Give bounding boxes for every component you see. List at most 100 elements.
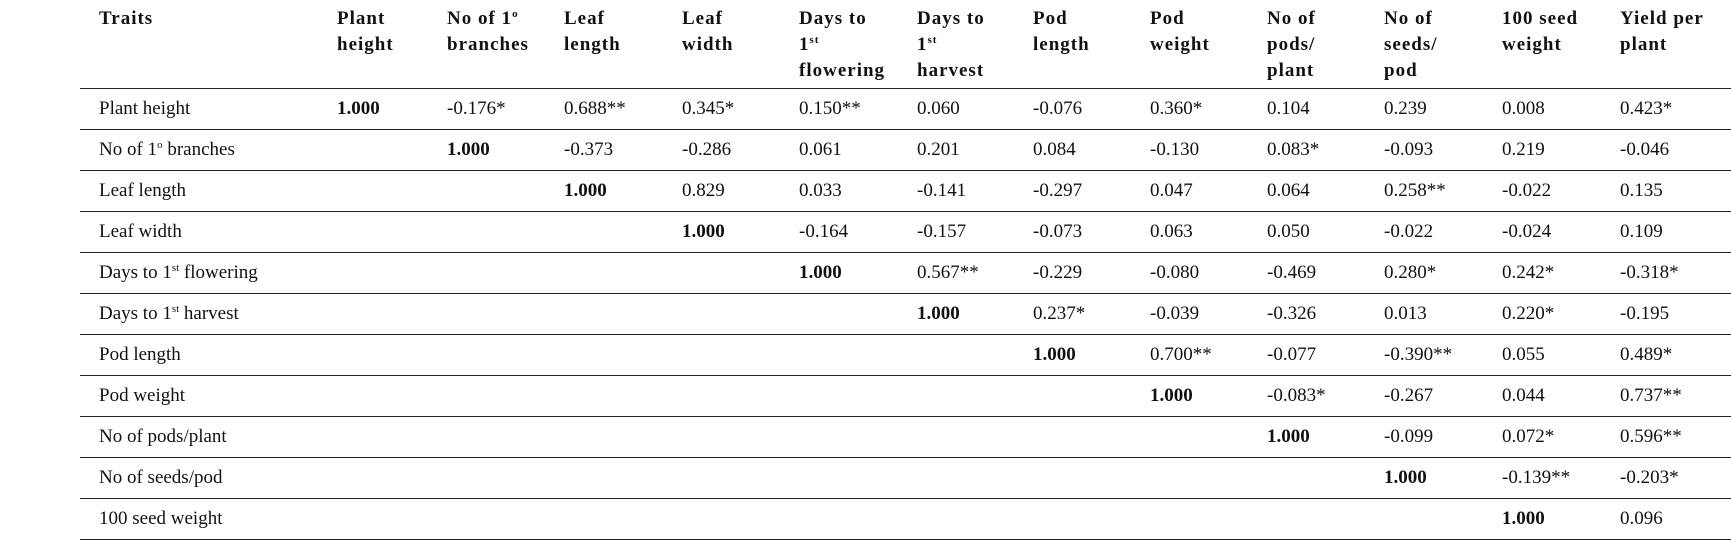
superscript: st: [171, 303, 180, 315]
table-body: Plant height 1.000 -0.176* 0.688** 0.345* 0.1…: [80, 88, 1731, 540]
cell: [337, 211, 447, 253]
table-row: Pod weight 1.000 -0.083* -0.267 0.044 0.737**: [80, 375, 1731, 417]
cell: -0.164: [799, 211, 917, 253]
cell: [447, 170, 564, 212]
cell: [564, 457, 682, 499]
cell: 0.237*: [1033, 293, 1150, 335]
column-header: Pod length: [1033, 0, 1150, 89]
cell: [337, 129, 447, 171]
text: Yield per plant: [1620, 8, 1704, 55]
cell: -0.203*: [1620, 457, 1731, 499]
superscript: st: [927, 34, 938, 46]
cell: [564, 498, 682, 540]
column-header: No of 1o branches: [447, 0, 564, 89]
cell: 1.000: [447, 129, 564, 171]
text: flowering: [179, 262, 258, 283]
cell: 0.220*: [1502, 293, 1620, 335]
row-label: No of 1o branches: [80, 129, 337, 171]
cell: [799, 457, 917, 499]
row-label: 100 seed weight: [80, 498, 337, 540]
cell: -0.297: [1033, 170, 1150, 212]
cell: [337, 293, 447, 335]
cell: [917, 375, 1033, 417]
text: Plant height: [337, 8, 394, 55]
text: Leaf width: [99, 221, 182, 242]
cell: [682, 498, 799, 540]
superscript: st: [809, 34, 820, 46]
text: flowering: [799, 60, 886, 81]
cell: 0.737**: [1620, 375, 1731, 417]
cell: [564, 293, 682, 335]
row-label: Pod length: [80, 334, 337, 376]
table-row: Leaf width 1.000 -0.164 -0.157 -0.073 0.063 0.…: [80, 211, 1731, 253]
cell: 0.258**: [1384, 170, 1502, 212]
cell: [447, 498, 564, 540]
text: No of seeds/ pod: [1384, 8, 1438, 81]
cell: [682, 334, 799, 376]
cell: 0.567**: [917, 252, 1033, 294]
cell: [1033, 416, 1150, 458]
text: Pod weight: [1150, 8, 1210, 55]
cell: [1267, 498, 1384, 540]
column-header: Yield per plant: [1620, 0, 1731, 89]
cell: 1.000: [1033, 334, 1150, 376]
cell: -0.073: [1033, 211, 1150, 253]
cell: -0.141: [917, 170, 1033, 212]
cell: 0.060: [917, 88, 1033, 130]
cell: 0.104: [1267, 88, 1384, 130]
cell: [447, 211, 564, 253]
cell: -0.080: [1150, 252, 1267, 294]
cell: [799, 334, 917, 376]
text: No of 1: [99, 139, 158, 160]
cell: [1033, 375, 1150, 417]
cell: -0.229: [1033, 252, 1150, 294]
cell: -0.157: [917, 211, 1033, 253]
cell: [447, 457, 564, 499]
cell: [447, 252, 564, 294]
cell: [682, 375, 799, 417]
correlation-table: Traits Plant height No of 1o branches Leaf …: [80, 0, 1731, 540]
column-header: Leaf length: [564, 0, 682, 89]
cell: [447, 293, 564, 335]
row-label: Days to 1st harvest: [80, 293, 337, 335]
cell: 1.000: [1267, 416, 1384, 458]
column-header: No of pods/ plant: [1267, 0, 1384, 89]
cell: [337, 170, 447, 212]
cell: -0.139**: [1502, 457, 1620, 499]
cell: -0.286: [682, 129, 799, 171]
cell: 0.072*: [1502, 416, 1620, 458]
text: Leaf width: [682, 8, 734, 55]
column-header: Traits: [80, 0, 337, 89]
cell: -0.469: [1267, 252, 1384, 294]
cell: 0.150**: [799, 88, 917, 130]
text: Leaf length: [564, 8, 621, 55]
cell: -0.195: [1620, 293, 1731, 335]
table-header: Traits Plant height No of 1o branches Leaf …: [80, 0, 1731, 89]
table-row: No of pods/plant 1.000 -0.099 0.072* 0.596**: [80, 416, 1731, 458]
cell: 0.219: [1502, 129, 1620, 171]
cell: 0.109: [1620, 211, 1731, 253]
text: Traits: [99, 8, 154, 29]
text: Leaf length: [99, 180, 187, 201]
cell: [917, 498, 1033, 540]
cell: 0.084: [1033, 129, 1150, 171]
cell: -0.077: [1267, 334, 1384, 376]
table-row: Pod length 1.000 0.700** -0.077 -0.390** 0.05…: [80, 334, 1731, 376]
text: No of 1: [447, 8, 513, 29]
cell: 0.055: [1502, 334, 1620, 376]
cell: 0.596**: [1620, 416, 1731, 458]
row-label: Days to 1st flowering: [80, 252, 337, 294]
cell: -0.267: [1384, 375, 1502, 417]
row-label: No of pods/plant: [80, 416, 337, 458]
cell: [682, 457, 799, 499]
row-label: No of seeds/pod: [80, 457, 337, 499]
cell: [682, 293, 799, 335]
cell: -0.039: [1150, 293, 1267, 335]
row-label: Leaf length: [80, 170, 337, 212]
cell: [799, 498, 917, 540]
cell: 0.700**: [1150, 334, 1267, 376]
cell: 1.000: [564, 170, 682, 212]
cell: 0.345*: [682, 88, 799, 130]
cell: [799, 416, 917, 458]
text: branches: [162, 139, 235, 160]
